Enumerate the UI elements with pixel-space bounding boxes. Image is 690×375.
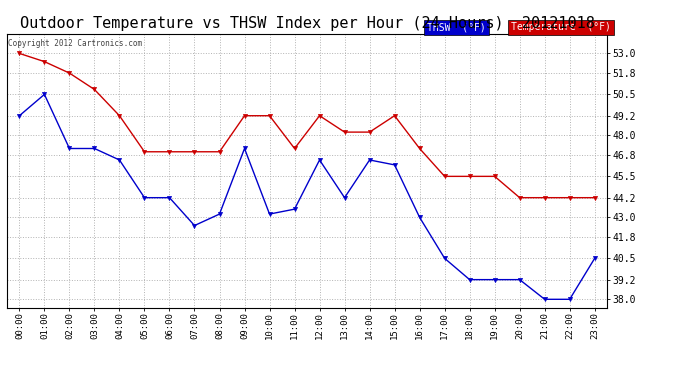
Text: Temperature  (°F): Temperature (°F) (511, 22, 611, 32)
Text: THSW  (°F): THSW (°F) (427, 22, 486, 32)
Text: Copyright 2012 Cartronics.com: Copyright 2012 Cartronics.com (8, 39, 142, 48)
Title: Outdoor Temperature vs THSW Index per Hour (24 Hours)  20121018: Outdoor Temperature vs THSW Index per Ho… (19, 16, 595, 31)
